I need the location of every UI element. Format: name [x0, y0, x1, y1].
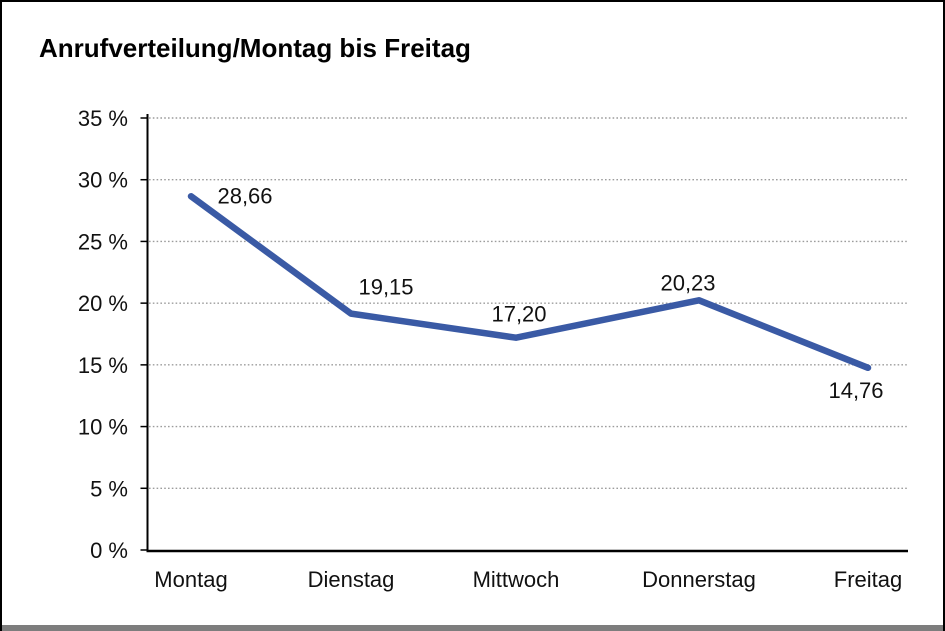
- y-tick-label: 0 %: [90, 538, 128, 563]
- x-tick-label: Freitag: [834, 567, 902, 592]
- y-tick-label: 25 %: [78, 229, 128, 254]
- y-tick-label: 30 %: [78, 168, 128, 193]
- x-tick-label: Mittwoch: [473, 567, 560, 592]
- data-point-label: 17,20: [491, 302, 546, 327]
- data-point-label: 14,76: [828, 378, 883, 403]
- series-line: [187, 193, 872, 372]
- y-tick-label: 20 %: [78, 291, 128, 316]
- y-tick-label: 35 %: [78, 106, 128, 131]
- y-tick-label: 10 %: [78, 415, 128, 440]
- window-bottom-edge: [2, 625, 943, 631]
- x-tick-label: Donnerstag: [642, 567, 756, 592]
- x-tick-label: Dienstag: [308, 567, 395, 592]
- y-tick-label: 5 %: [90, 476, 128, 501]
- data-point-label: 19,15: [358, 275, 413, 300]
- x-tick-label: Montag: [154, 567, 227, 592]
- data-point-label: 28,66: [217, 183, 272, 208]
- chart-title: Anrufverteilung/Montag bis Freitag: [39, 33, 471, 63]
- data-point-label: 20,23: [660, 270, 715, 295]
- y-tick-label: 15 %: [78, 353, 128, 378]
